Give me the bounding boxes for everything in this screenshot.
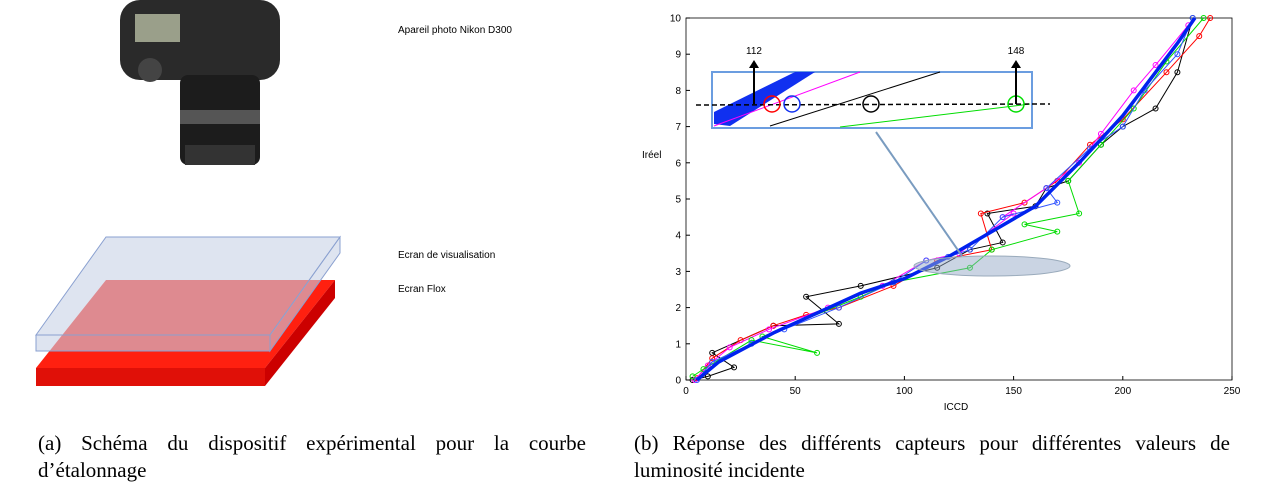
inset-marker xyxy=(862,95,880,113)
data-point xyxy=(984,210,991,217)
flox-screen-side xyxy=(36,368,265,386)
data-point xyxy=(1174,69,1181,76)
data-point xyxy=(1065,177,1072,184)
inset-marker xyxy=(763,95,781,113)
data-point xyxy=(689,373,696,380)
data-point xyxy=(1097,130,1104,137)
camera-label: Apareil photo Nikon D300 xyxy=(398,25,512,36)
series-line xyxy=(692,17,1194,381)
x-tick-label: 50 xyxy=(790,386,802,397)
y-tick-label: 0 xyxy=(675,376,681,387)
y-tick-label: 9 xyxy=(675,50,681,61)
data-point xyxy=(1054,228,1061,235)
view-screen-side xyxy=(35,334,271,352)
x-tick-label: 200 xyxy=(1114,386,1131,397)
y-tick-label: 3 xyxy=(675,267,681,278)
data-point xyxy=(999,214,1006,221)
screen-label: Ecran Flox xyxy=(398,284,446,295)
data-point xyxy=(765,326,772,333)
data-point xyxy=(731,364,738,371)
data-point xyxy=(726,344,733,351)
inset-line xyxy=(839,103,1031,128)
data-point xyxy=(709,358,716,365)
data-point xyxy=(1196,33,1203,40)
data-point xyxy=(1163,69,1170,76)
view-screen-edge xyxy=(269,235,341,353)
annotation-arrowhead xyxy=(749,60,759,68)
data-point xyxy=(1130,105,1137,112)
data-point xyxy=(835,320,842,327)
inset-line xyxy=(713,71,861,127)
screen-label: Ecran de visualisation xyxy=(398,250,495,261)
annotation-arrowhead xyxy=(1011,60,1021,68)
data-point xyxy=(1021,221,1028,228)
flox-screen-edge xyxy=(265,280,335,386)
data-point xyxy=(1152,62,1159,69)
y-tick-label: 5 xyxy=(675,195,681,206)
inset-line xyxy=(769,71,941,127)
camera xyxy=(120,0,280,165)
y-tick-label: 8 xyxy=(675,86,681,97)
x-tick-label: 150 xyxy=(1005,386,1022,397)
data-point xyxy=(1021,199,1028,206)
zoom-arrow xyxy=(875,131,963,257)
data-point xyxy=(977,210,984,217)
inset-marker xyxy=(783,95,801,113)
data-point xyxy=(1130,87,1137,94)
x-axis-label: ICCD xyxy=(944,402,968,413)
data-point xyxy=(1119,123,1126,130)
data-point xyxy=(999,239,1006,246)
annotation: 148 xyxy=(1008,46,1025,57)
caption: (a) Schéma du dispositif expérimental po… xyxy=(38,431,586,482)
x-tick-label: 250 xyxy=(1224,386,1241,397)
x-tick-label: 100 xyxy=(896,386,913,397)
annotation: 112 xyxy=(746,46,762,57)
data-point xyxy=(966,246,973,253)
data-point xyxy=(1076,210,1083,217)
y-tick-label: 4 xyxy=(675,231,681,242)
chart: ICCD Iréel 0 50 100 150 200 250 0 1 2 3 4 5 6 7 8 9 10 11… xyxy=(642,14,1241,414)
series-line xyxy=(692,17,1204,377)
data-point xyxy=(1054,199,1061,206)
data-point xyxy=(1043,185,1050,192)
series-line xyxy=(695,17,1197,382)
inset-band xyxy=(714,72,815,126)
y-axis-label: Iréel xyxy=(642,150,661,161)
data-point xyxy=(1207,15,1214,21)
y-tick-label: 10 xyxy=(670,14,682,25)
inset-dash xyxy=(695,103,1051,106)
setup-figure: Apareil photo Nikon D300 Ecran de visual… xyxy=(35,0,512,386)
data-point xyxy=(814,349,821,356)
data-point xyxy=(1174,51,1181,58)
zoom-region xyxy=(913,255,1071,277)
data-point xyxy=(803,293,810,300)
data-point xyxy=(704,373,711,380)
x-tick-label: 0 xyxy=(683,386,689,397)
y-tick-label: 2 xyxy=(675,303,681,314)
data-point xyxy=(1152,105,1159,112)
data-point xyxy=(1097,141,1104,148)
data-point xyxy=(835,304,842,311)
data-point xyxy=(857,282,864,289)
y-tick-label: 6 xyxy=(675,158,681,169)
data-point xyxy=(1200,15,1207,21)
data-point xyxy=(709,355,716,362)
y-tick-label: 1 xyxy=(675,339,681,350)
caption: (b) Réponse des différents capteurs pour… xyxy=(634,431,1230,482)
data-point xyxy=(988,246,995,253)
y-tick-label: 7 xyxy=(675,122,681,133)
